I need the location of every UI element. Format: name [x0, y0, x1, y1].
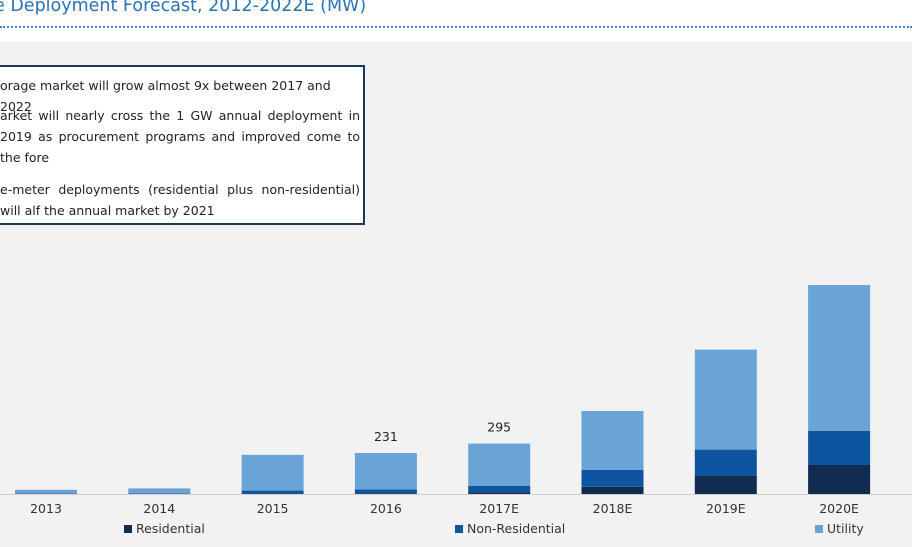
bar-utility-2016	[354, 453, 417, 490]
x-tick-2018e: 2018E	[593, 501, 633, 516]
chart-title: e Deployment Forecast, 2012-2022E (MW)	[0, 0, 367, 16]
legend-label-residential: Residential	[136, 521, 205, 536]
data-label-2016: 231	[374, 429, 398, 444]
bar-residential-2016	[354, 493, 417, 494]
bar-utility-2018e	[581, 411, 644, 470]
legend-residential: Residential	[124, 521, 205, 536]
bar-utility-2015	[241, 454, 304, 491]
bar-residential-2017e	[468, 492, 531, 494]
callout-bullet-3: e-meter deployments (residential plus no…	[0, 182, 360, 218]
bar-non-residential-2019e	[694, 449, 757, 476]
bar-residential-2018e	[581, 486, 644, 494]
x-tick-2014: 2014	[143, 501, 175, 516]
legend-swatch-residential	[124, 525, 132, 533]
bar-non-residential-2020e	[808, 430, 871, 465]
bar-non-residential-2016	[354, 489, 417, 494]
callout-bullet-2: arket will nearly cross the 1 GW annual …	[0, 108, 360, 165]
legend-label-utility: Utility	[827, 521, 864, 536]
bar-non-residential-2017e	[468, 486, 531, 493]
bar-residential-2019e	[694, 475, 757, 494]
legend-swatch-utility	[815, 525, 823, 533]
bar-utility-2019e	[694, 349, 757, 450]
legend-label-non-residential: Non-Residential	[467, 521, 566, 536]
x-tick-2017e: 2017E	[479, 501, 519, 516]
legend-non-residential: Non-Residential	[455, 521, 565, 536]
bar-utility-2014	[128, 488, 191, 494]
legend-swatch-non-residential	[455, 525, 463, 533]
bar-residential-2020e	[808, 465, 871, 494]
bar-utility-2020e	[808, 285, 871, 431]
bar-non-residential-2015	[241, 490, 304, 494]
title-divider	[0, 26, 912, 28]
x-tick-2013: 2013	[30, 501, 62, 516]
bar-utility-2017e	[468, 443, 531, 486]
legend-utility: Utility	[815, 521, 864, 536]
callout-bullet-1: orage market will grow almost 9x between…	[0, 78, 331, 114]
x-tick-2020e: 2020E	[819, 501, 859, 516]
bar-non-residential-2014	[128, 493, 191, 494]
x-tick-2019e: 2019E	[706, 501, 746, 516]
key-findings-callout: orage market will grow almost 9x between…	[0, 65, 365, 225]
bar-non-residential-2018e	[581, 469, 644, 487]
bar-utility-2013	[15, 489, 77, 494]
data-label-2017e: 295	[487, 420, 511, 435]
x-tick-2015: 2015	[257, 501, 289, 516]
x-tick-2016: 2016	[370, 501, 402, 516]
